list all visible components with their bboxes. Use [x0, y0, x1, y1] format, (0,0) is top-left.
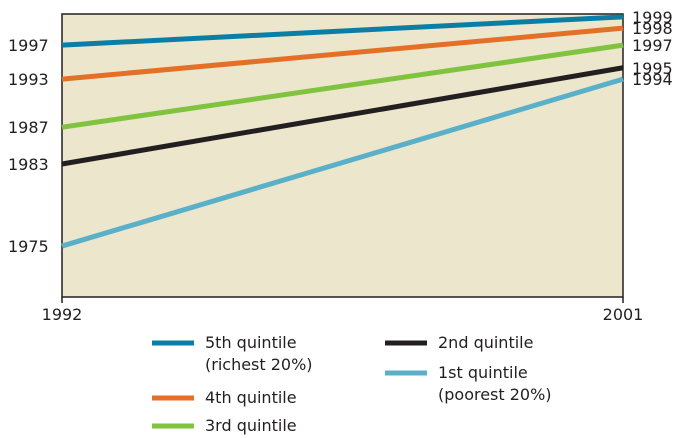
right-value-label-3: 1997	[632, 36, 673, 55]
legend-label-4: 1st quintile	[438, 363, 528, 382]
left-value-label-3: 1987	[8, 118, 49, 137]
series-line-4	[61, 65, 624, 167]
left-value-label-4: 1983	[8, 155, 49, 174]
series-line-1	[61, 14, 624, 48]
x-tick-label-1992: 1992	[42, 305, 83, 324]
left-value-label-1: 1997	[8, 36, 49, 55]
series-line-5	[61, 76, 624, 249]
right-value-label-1: 1999	[632, 8, 673, 27]
right-value-label-4: 1995	[632, 59, 673, 78]
legend-label-2: 2nd quintile	[438, 333, 533, 352]
right-value-label-5: 1994	[632, 70, 673, 89]
x-tick-label-2001: 2001	[603, 305, 644, 324]
series-line-3	[61, 42, 624, 130]
legend-sublabel-4: (poorest 20%)	[438, 385, 552, 404]
right-value-label-2: 1998	[632, 19, 673, 38]
legend-label-1: 5th quintile	[205, 333, 297, 352]
legend-label-3: 4th quintile	[205, 388, 297, 407]
left-value-label-5: 1975	[8, 237, 49, 256]
legend-sublabel-1: (richest 20%)	[205, 355, 313, 374]
series-line-2	[61, 25, 624, 82]
legend-label-5: 3rd quintile	[205, 416, 297, 435]
left-value-label-2: 1993	[8, 70, 49, 89]
